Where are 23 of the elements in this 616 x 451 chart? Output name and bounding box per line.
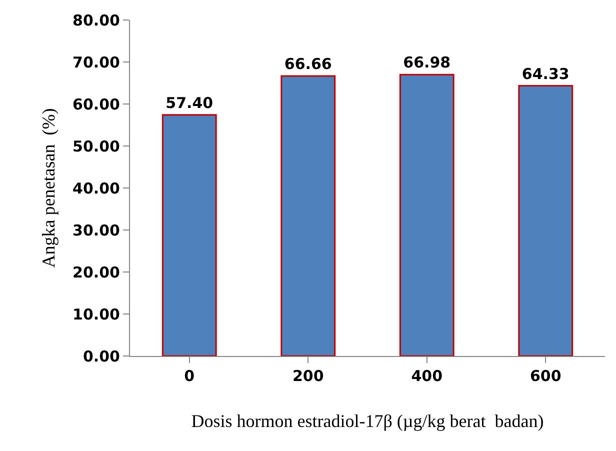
bar xyxy=(280,75,336,356)
data-label: 66.66 xyxy=(284,55,332,74)
y-tick-label: 50.00 xyxy=(72,137,120,156)
bar xyxy=(399,74,454,356)
y-tick-label: 80.00 xyxy=(72,11,120,30)
data-label: 64.33 xyxy=(522,64,570,83)
x-tick-label: 600 xyxy=(530,367,562,385)
y-tick-label: 70.00 xyxy=(72,53,120,72)
x-tick-label: 200 xyxy=(292,367,324,385)
x-axis-title: Dosis hormon estradiol-17β (µg/kg berat badan) xyxy=(191,411,544,432)
data-label: 57.40 xyxy=(166,94,214,112)
y-tick-label: 10.00 xyxy=(72,305,120,324)
y-tick-label: 30.00 xyxy=(72,221,120,240)
y-axis-title: Angka penetasan (%) xyxy=(38,108,59,268)
y-tick-label: 40.00 xyxy=(72,179,120,198)
x-tick-label: 400 xyxy=(411,367,443,385)
y-tick-label: 20.00 xyxy=(72,263,120,282)
y-tick-label: 60.00 xyxy=(72,95,120,114)
data-label: 66.98 xyxy=(403,54,451,72)
x-tick-label: 0 xyxy=(184,367,195,385)
bar xyxy=(162,114,217,356)
bar xyxy=(518,85,574,356)
y-tick-label: 0.00 xyxy=(82,347,120,366)
